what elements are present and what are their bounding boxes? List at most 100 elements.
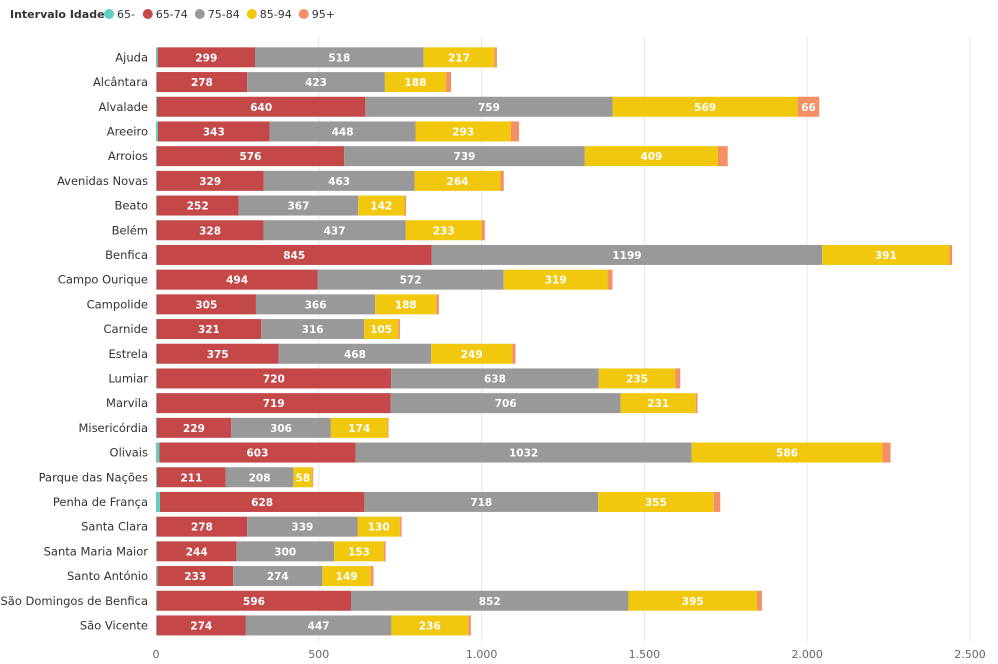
bar-segment bbox=[156, 442, 160, 463]
bar-segment bbox=[156, 220, 264, 241]
bar-segment bbox=[612, 96, 798, 117]
bar-segment bbox=[757, 590, 762, 611]
legend-marker bbox=[142, 9, 153, 19]
data-label: 468 bbox=[344, 349, 366, 361]
data-label: 188 bbox=[395, 299, 417, 311]
data-label: 719 bbox=[263, 398, 285, 410]
data-label: 447 bbox=[308, 620, 330, 632]
data-label: 105 bbox=[370, 324, 392, 336]
bar-segment bbox=[387, 417, 389, 438]
data-label: 1199 bbox=[612, 250, 641, 262]
data-label: 153 bbox=[348, 546, 370, 558]
bar-segment bbox=[156, 393, 157, 414]
data-label: 1032 bbox=[509, 448, 538, 460]
category-label: Santa Clara bbox=[81, 520, 148, 534]
legend-marker bbox=[194, 9, 205, 19]
data-label: 58 bbox=[296, 472, 311, 484]
legend-entry: 85-94 bbox=[260, 8, 292, 21]
bar-segment bbox=[156, 121, 158, 142]
bar-segment bbox=[156, 541, 157, 562]
bar-segment bbox=[233, 566, 323, 587]
bar-segment bbox=[156, 417, 157, 438]
data-label: 130 bbox=[368, 522, 390, 534]
data-label: 423 bbox=[305, 77, 327, 89]
bar-segment bbox=[156, 244, 432, 265]
bar-segment bbox=[254, 47, 424, 68]
x-tick-label: 1.000 bbox=[466, 648, 498, 661]
data-label: 852 bbox=[479, 596, 501, 608]
data-label: 494 bbox=[226, 275, 248, 287]
category-label: São Vicente bbox=[80, 618, 148, 632]
data-label: 278 bbox=[191, 77, 213, 89]
category-labels: Ajuda Alcântara Alvalade Areeiro Arroios Aven… bbox=[1, 50, 149, 632]
data-label: 339 bbox=[291, 522, 313, 534]
data-label: 603 bbox=[246, 448, 268, 460]
category-label: Alcântara bbox=[93, 75, 148, 89]
category-label: Santo António bbox=[67, 569, 148, 583]
legend: Intervalo Idade 65- 65-74 75-84 85-94 95+ bbox=[10, 8, 335, 21]
data-label: 640 bbox=[250, 102, 272, 114]
bar-segment bbox=[156, 516, 248, 537]
bar-segment bbox=[156, 393, 391, 414]
data-label: 66 bbox=[801, 102, 816, 114]
bar-segment bbox=[446, 72, 451, 93]
data-label: 208 bbox=[249, 472, 271, 484]
data-label: 720 bbox=[263, 373, 285, 385]
data-label: 463 bbox=[328, 176, 350, 188]
bar-segment bbox=[157, 47, 255, 68]
bar-segment bbox=[358, 195, 405, 216]
bar-segment bbox=[404, 195, 407, 216]
bar-segment bbox=[391, 615, 469, 636]
bar-segment bbox=[156, 294, 256, 315]
bar-segment bbox=[156, 343, 157, 364]
bar-segment bbox=[156, 244, 157, 265]
legend-entry: 65- bbox=[117, 8, 135, 21]
x-tick-label: 0 bbox=[153, 648, 160, 661]
bar-segment bbox=[156, 294, 157, 315]
data-label: 244 bbox=[186, 546, 208, 558]
data-label: 142 bbox=[370, 201, 392, 213]
data-label: 217 bbox=[448, 52, 470, 64]
bar-segment bbox=[494, 47, 497, 68]
bar-segment bbox=[691, 442, 883, 463]
bar-segment bbox=[512, 343, 516, 364]
bar-segment bbox=[278, 343, 432, 364]
data-label: 293 bbox=[452, 126, 474, 138]
data-label: 149 bbox=[336, 571, 358, 583]
bar-segment bbox=[263, 220, 406, 241]
data-label: 305 bbox=[195, 299, 217, 311]
bar-segment bbox=[423, 47, 495, 68]
data-label: 448 bbox=[332, 126, 354, 138]
data-label: 409 bbox=[640, 151, 662, 163]
bar-segment bbox=[399, 516, 402, 537]
data-label: 278 bbox=[191, 522, 213, 534]
bar-segment bbox=[156, 615, 246, 636]
bar-segment bbox=[598, 368, 676, 389]
legend-entry: 95+ bbox=[312, 8, 335, 21]
data-label: 306 bbox=[270, 423, 292, 435]
bar-segment bbox=[156, 541, 237, 562]
bar-segment bbox=[156, 146, 157, 167]
bar-segment bbox=[156, 96, 157, 117]
data-label: 329 bbox=[199, 176, 221, 188]
data-label: 718 bbox=[470, 497, 492, 509]
bar-segment bbox=[405, 220, 482, 241]
bar-segment bbox=[156, 319, 262, 340]
data-label: 316 bbox=[302, 324, 324, 336]
data-label: 569 bbox=[694, 102, 716, 114]
bar-segment bbox=[357, 516, 400, 537]
bar-segment bbox=[391, 368, 599, 389]
bar-segment bbox=[156, 170, 264, 191]
data-label: 638 bbox=[484, 373, 506, 385]
bar-segment bbox=[156, 590, 157, 611]
data-label: 236 bbox=[419, 620, 441, 632]
bar-segment bbox=[330, 417, 388, 438]
x-tick-label: 1.500 bbox=[629, 648, 661, 661]
bar-segment bbox=[247, 72, 385, 93]
data-label: 235 bbox=[626, 373, 648, 385]
category-label: Misericórdia bbox=[78, 421, 148, 435]
bar-segment bbox=[312, 467, 314, 488]
bar-segment bbox=[156, 195, 157, 216]
category-label: Belém bbox=[112, 223, 148, 237]
